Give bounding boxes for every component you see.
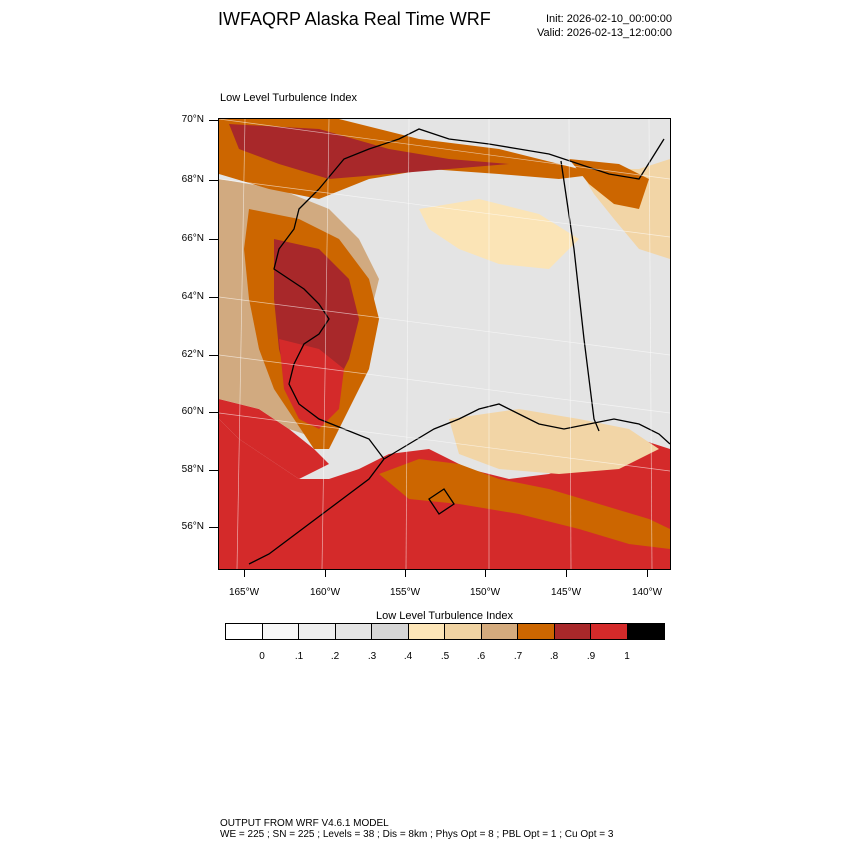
map-panel: [218, 118, 671, 570]
footer-model-line: OUTPUT FROM WRF V4.6.1 MODEL: [220, 818, 389, 829]
lat-tick: [209, 470, 218, 471]
colorbar-swatch: [554, 624, 591, 639]
colorbar-swatch: [372, 624, 409, 639]
lat-label: 70°N: [181, 114, 204, 125]
lon-tick: [405, 570, 406, 577]
colorbar-label: .5: [440, 651, 450, 662]
lon-tick: [647, 570, 648, 577]
lat-tick: [209, 527, 218, 528]
colorbar-swatch: [262, 624, 299, 639]
colorbar-label: .9: [586, 651, 596, 662]
lat-label: 68°N: [181, 174, 204, 185]
lon-label: 150°W: [469, 587, 501, 598]
init-time: Init: 2026-02-10_00:00:00: [546, 13, 672, 25]
colorbar: [225, 623, 665, 640]
colorbar-swatch: [335, 624, 372, 639]
yukon-orange-field: [569, 159, 649, 209]
plot-title: IWFAQRP Alaska Real Time WRF: [218, 9, 491, 29]
lat-label: 62°N: [181, 349, 204, 360]
lat-tick: [209, 180, 218, 181]
colorbar-label: .6: [476, 651, 486, 662]
coastline-alaska-peninsula: [248, 458, 385, 565]
coastline-south: [383, 403, 670, 460]
colorbar-swatch: [408, 624, 445, 639]
kodiak-island: [428, 488, 455, 515]
lon-tick: [325, 570, 326, 577]
colorbar-label: .4: [403, 651, 413, 662]
colorbar-title: Low Level Turbulence Index: [376, 610, 513, 622]
valid-time: Valid: 2026-02-13_12:00:00: [537, 27, 672, 39]
lon-tick: [566, 570, 567, 577]
lat-label: 56°N: [181, 521, 204, 532]
coastline-west: [273, 188, 385, 460]
south-orange-band: [379, 459, 670, 549]
lon-label: 145°W: [550, 587, 582, 598]
lat-label: 60°N: [181, 406, 204, 417]
map-field-title: Low Level Turbulence Index: [220, 92, 357, 104]
colorbar-swatch: [591, 624, 628, 639]
lon-label: 160°W: [309, 587, 341, 598]
lat-tick: [209, 239, 218, 240]
lat-tick: [209, 412, 218, 413]
lat-label: 66°N: [181, 233, 204, 244]
colorbar-label: .7: [513, 651, 523, 662]
interior-pale-field: [419, 199, 579, 269]
colorbar-label: .2: [330, 651, 340, 662]
lat-tick: [209, 355, 218, 356]
lon-label: 165°W: [228, 587, 260, 598]
turbulence-map: [219, 119, 670, 569]
lat-tick: [209, 297, 218, 298]
colorbar-swatch: [445, 624, 482, 639]
colorbar-label: .1: [294, 651, 304, 662]
lon-label: 140°W: [631, 587, 663, 598]
colorbar-swatch: [627, 624, 664, 639]
lon-label: 155°W: [389, 587, 421, 598]
lat-label: 64°N: [181, 291, 204, 302]
colorbar-label: .3: [367, 651, 377, 662]
colorbar-swatch: [518, 624, 555, 639]
graticule: [219, 119, 670, 569]
arctic-darkred-band: [229, 124, 509, 179]
bering-sea-red-field: [219, 399, 329, 479]
colorbar-label: 1: [624, 651, 630, 662]
colorbar-swatch: [226, 624, 263, 639]
lat-tick: [209, 120, 218, 121]
colorbar-swatch: [299, 624, 336, 639]
colorbar-label: .8: [549, 651, 559, 662]
lon-tick: [485, 570, 486, 577]
colorbar-label: 0: [259, 651, 265, 662]
footer-config-line: WE = 225 ; SN = 225 ; Levels = 38 ; Dis …: [220, 829, 614, 840]
colorbar-swatch: [481, 624, 518, 639]
southcentral-pale-field: [449, 409, 659, 474]
lon-tick: [244, 570, 245, 577]
lat-label: 58°N: [181, 464, 204, 475]
